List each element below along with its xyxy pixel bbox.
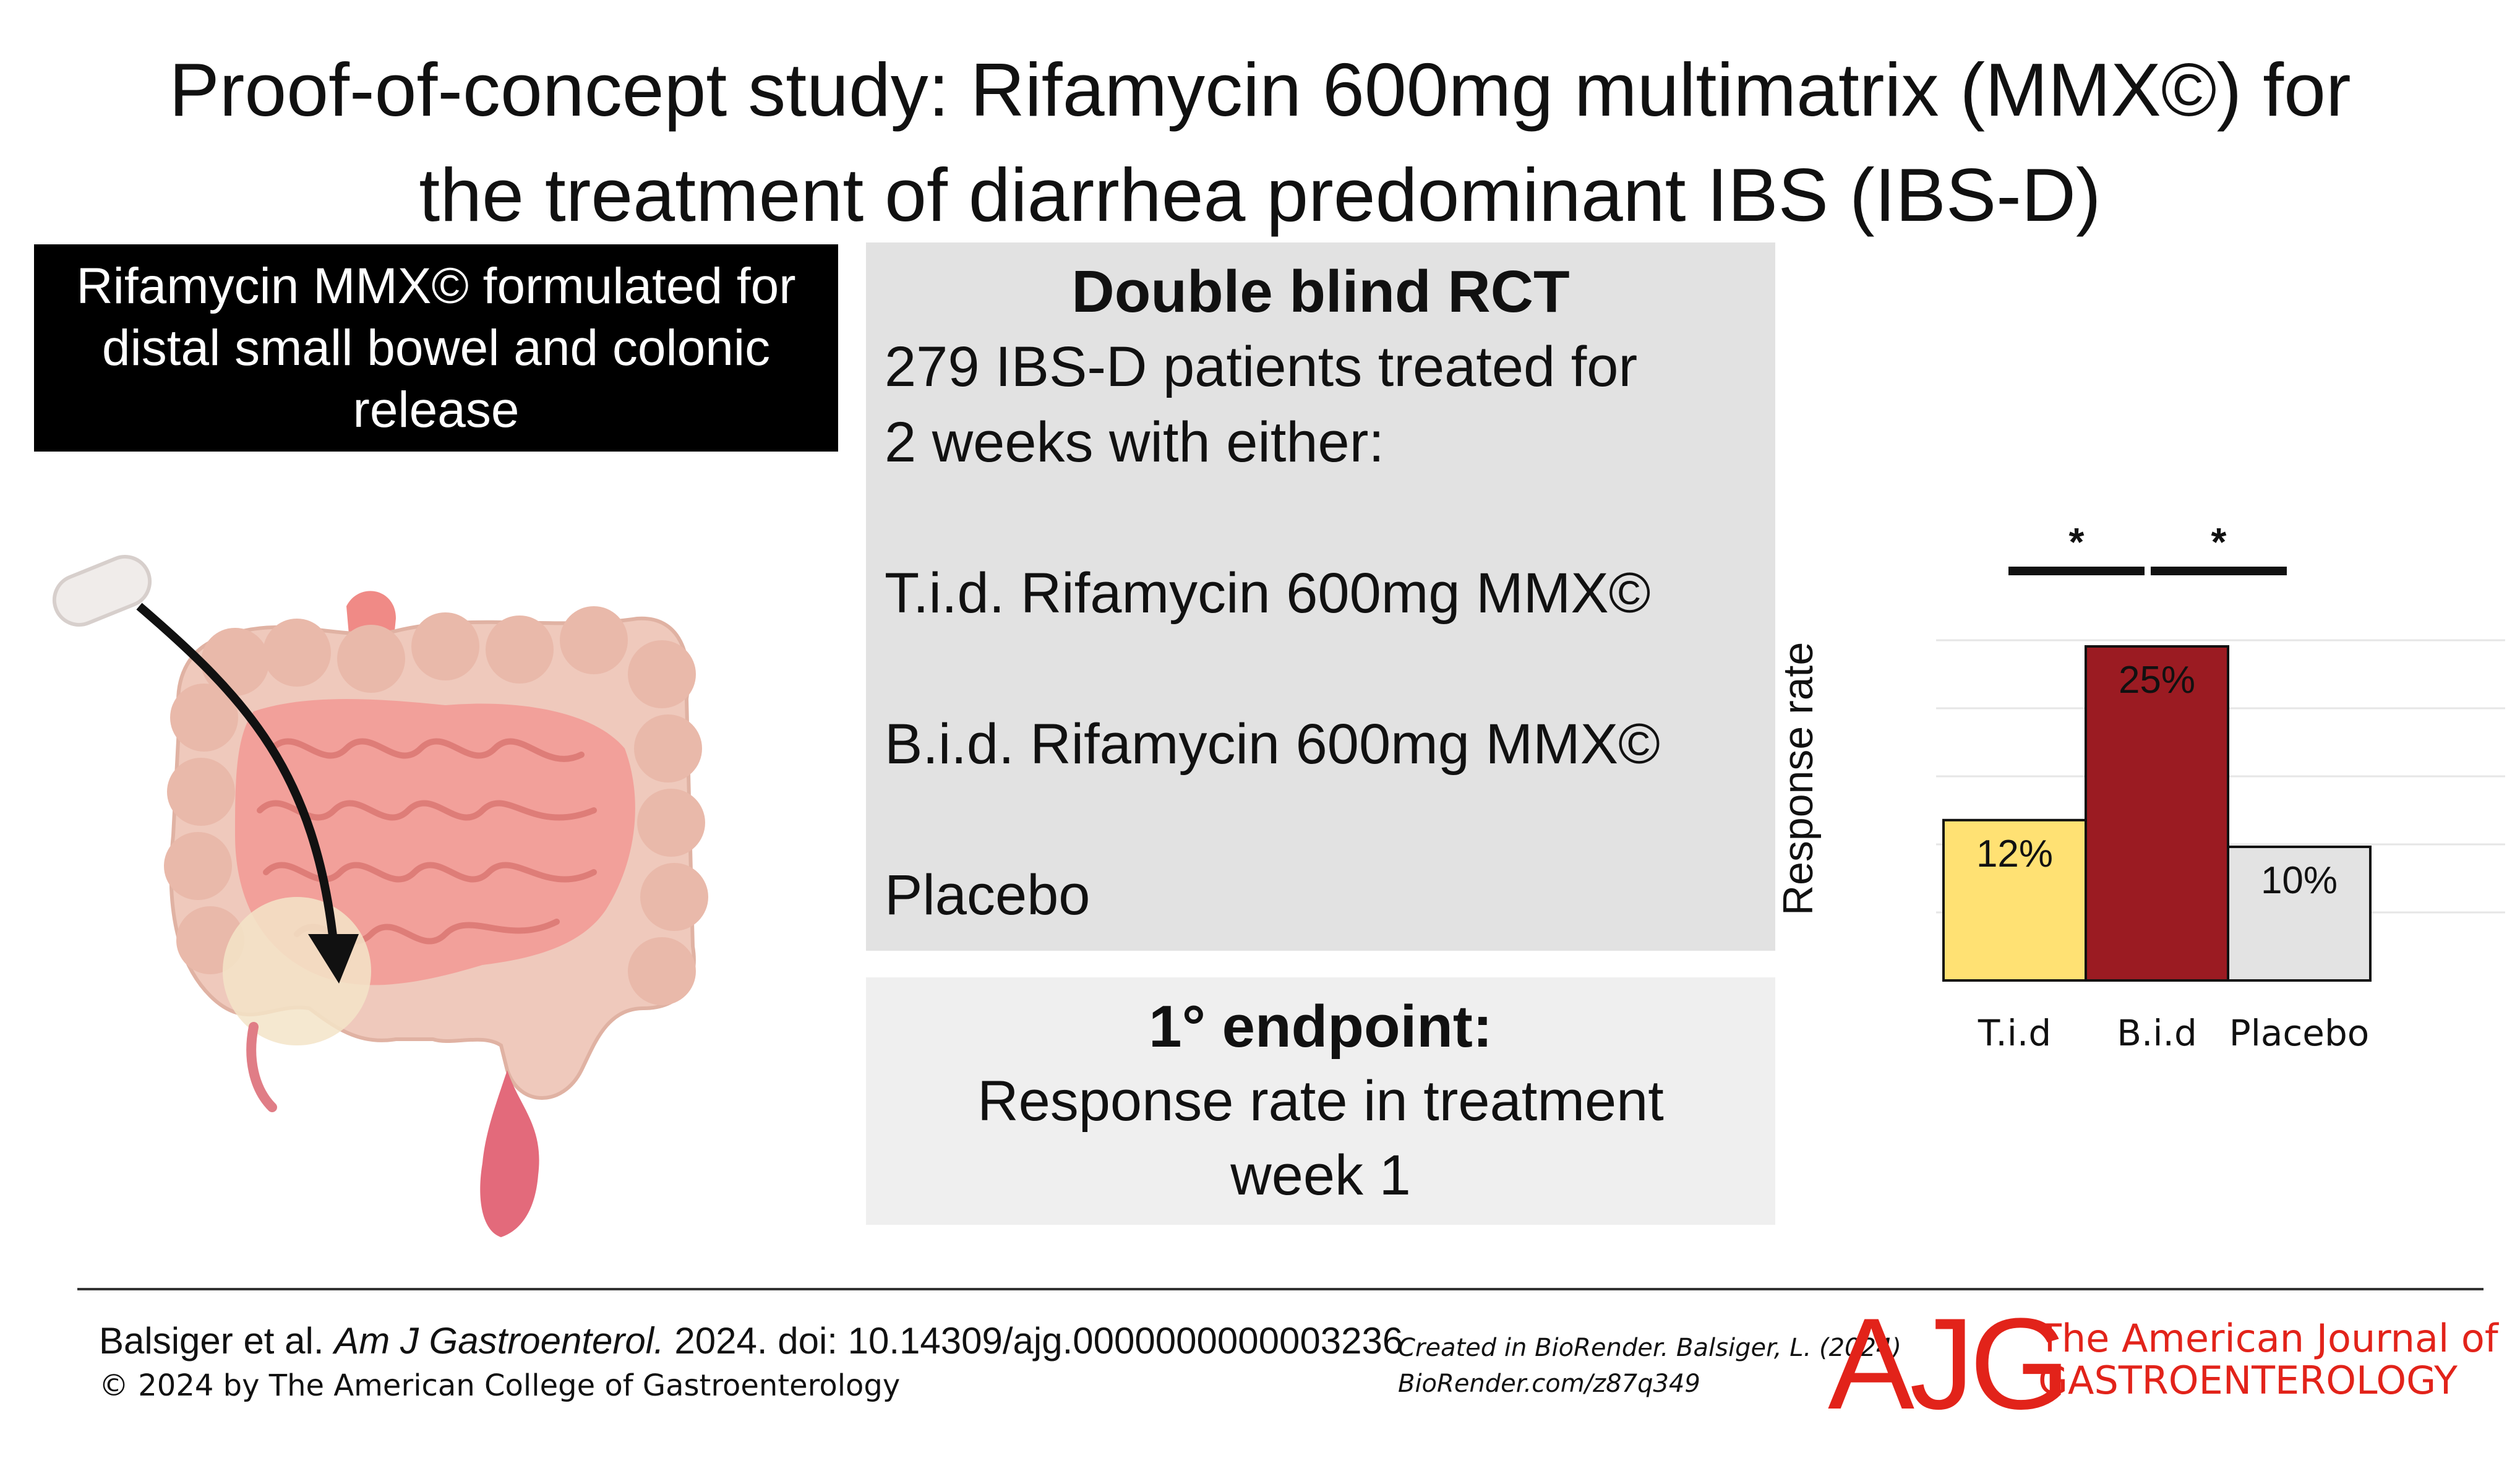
citation: Balsiger et al. Am J Gastroenterol. 2024… (99, 1319, 1403, 1363)
chart-bar-bid (2085, 645, 2229, 982)
citation-authors: Balsiger et al. (99, 1320, 335, 1362)
formulation-line-2: distal small bowel and colonic (101, 320, 771, 376)
significance-marker: * (2069, 520, 2085, 564)
chart-significance: * * (2008, 520, 2287, 575)
capsule-icon (52, 555, 152, 627)
chart-category-labels: T.i.d B.i.d Placebo (1978, 1012, 2369, 1054)
chart-bars (1942, 645, 2372, 982)
delivery-arrow (136, 603, 338, 947)
appendix-shape (246, 1022, 277, 1112)
copyright-notice: © 2024 by The American College of Gastro… (99, 1368, 901, 1403)
chart-bar-placebo (2227, 846, 2372, 982)
ajg-logo: AJG (1828, 1291, 2070, 1436)
endpoint-line-2: week 1 (1230, 1144, 1411, 1207)
study-design-box: Double blind RCT 279 IBS-D patients trea… (866, 242, 1775, 951)
journal-name-line-2: GASTROENTEROLOGY (2038, 1358, 2458, 1403)
chart-y-axis-label: Response rate (1775, 642, 1822, 916)
intestine-illustration (52, 555, 708, 1237)
chart-category-label: Placebo (2229, 1012, 2370, 1054)
endpoint-heading: 1° endpoint: (1149, 993, 1493, 1060)
rectum-shape (480, 1070, 539, 1237)
chart-data-label: 12% (1976, 833, 2053, 875)
ileum-highlight (223, 897, 371, 1045)
endpoint-box: 1° endpoint: Response rate in treatment … (866, 977, 1775, 1225)
title-line-1: Proof-of-concept study: Rifamycin 600mg … (169, 48, 2351, 132)
endpoint-line-1: Response rate in treatment (977, 1070, 1664, 1133)
title-line-2: the treatment of diarrhea predominant IB… (419, 153, 2101, 237)
chart-bar-tid (1942, 818, 2087, 982)
chart-data-label: 25% (2119, 659, 2195, 701)
formulation-line-1: Rifamycin MMX© formulated for (76, 258, 796, 314)
page-title: Proof-of-concept study: Rifamycin 600mg … (0, 37, 2520, 247)
design-arm-placebo: Placebo (885, 864, 1091, 927)
biorender-line-2: BioRender.com/z87q349 (1398, 1370, 1700, 1398)
biorender-credit: Created in BioRender. Balsiger, L. (2024… (1398, 1330, 1901, 1402)
chart-data-labels: 12% 25% 10% (1976, 659, 2338, 902)
chart-data-label: 10% (2261, 859, 2338, 902)
design-duration-line: 2 weeks with either: (885, 411, 1384, 474)
citation-details: 2024. doi: 10.14309/ajg.0000000000003236 (664, 1320, 1404, 1362)
small-bowel-loops (257, 738, 597, 945)
chart-category-label: T.i.d (1978, 1012, 2051, 1054)
journal-name-line-1: The American Journal of (2038, 1316, 2498, 1361)
design-patients-line: 279 IBS-D patients treated for (885, 335, 1638, 398)
journal-name: The American Journal of GASTROENTEROLOGY (2038, 1318, 2498, 1402)
formulation-box: Rifamycin MMX© formulated for distal sma… (34, 244, 838, 452)
chart-category-label: B.i.d (2117, 1012, 2197, 1054)
significance-marker: * (2211, 520, 2227, 564)
footer-divider (77, 1288, 2484, 1290)
design-heading: Double blind RCT (1071, 259, 1570, 325)
design-arm-tid: T.i.d. Rifamycin 600mg MMX© (885, 562, 1651, 625)
response-rate-chart: 12%25%10% T.i.d B.i.d Placebo * * Response … (1775, 520, 2505, 1054)
citation-journal: Am J Gastroenterol. (334, 1320, 664, 1362)
arrowhead-icon (308, 934, 359, 984)
biorender-line-1: Created in BioRender. Balsiger, L. (2024… (1398, 1334, 1902, 1362)
colon-haustra (164, 606, 708, 1005)
design-arm-bid: B.i.d. Rifamycin 600mg MMX© (885, 713, 1660, 776)
formulation-line-3: release (353, 382, 520, 438)
